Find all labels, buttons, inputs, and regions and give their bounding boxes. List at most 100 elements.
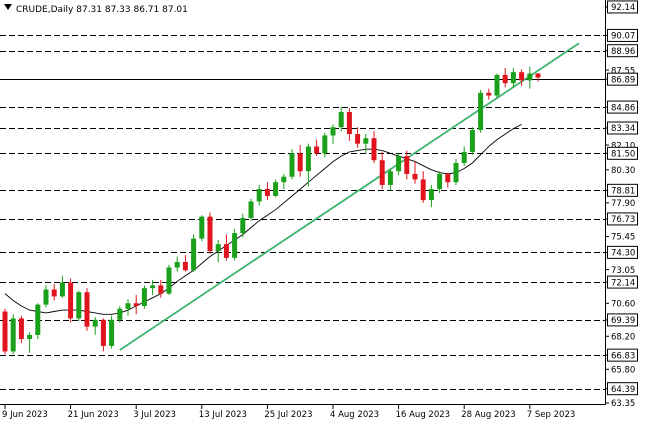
candle-body: [125, 303, 131, 309]
candle-body: [35, 304, 41, 335]
candle-body: [100, 319, 106, 346]
candle: [232, 228, 238, 261]
trendline: [119, 42, 580, 351]
candle: [256, 184, 262, 206]
candle-body: [305, 146, 311, 172]
candle: [150, 279, 156, 296]
candle-body: [510, 72, 516, 84]
y-level-label-box: [607, 72, 638, 86]
candle: [305, 143, 311, 187]
y-tick-label: 63.35: [611, 399, 635, 409]
candle: [478, 90, 484, 133]
candle: [502, 68, 508, 88]
candle-body: [240, 217, 246, 234]
y-tick-label: 75.45: [611, 233, 635, 243]
candle-body: [76, 292, 82, 319]
candle-body: [223, 244, 229, 258]
candle-body: [355, 134, 361, 144]
y-tick-label: 74.30: [611, 249, 635, 259]
x-tick-label: 16 Aug 2023: [396, 410, 450, 420]
y-tick-label: 68.20: [611, 332, 635, 342]
y-tick-label: 77.90: [611, 199, 635, 209]
candle-body: [379, 160, 385, 185]
candle-body: [84, 292, 90, 327]
candle: [314, 139, 320, 157]
candle-body: [338, 112, 344, 128]
y-tick-label: 82.10: [611, 141, 635, 151]
candle: [125, 299, 131, 316]
candle: [494, 73, 500, 99]
x-tick-label: 21 Jun 2023: [68, 410, 119, 420]
candle: [51, 284, 57, 301]
candle: [322, 132, 328, 158]
y-tick-label: 86.89: [611, 75, 635, 85]
y-level-label-box: [607, 245, 638, 259]
candle: [133, 295, 139, 315]
candle-body: [404, 156, 410, 174]
x-tick-label: 28 Aug 2023: [461, 410, 515, 420]
y-tick-label: 70.60: [611, 299, 635, 309]
candle: [453, 158, 459, 185]
candle: [420, 171, 426, 203]
candle: [117, 306, 123, 323]
candle-body: [10, 318, 16, 352]
candle: [141, 285, 147, 309]
candle: [273, 179, 279, 198]
candle: [519, 69, 525, 86]
candle-body: [182, 261, 188, 271]
y-tick-label: 87.55: [611, 66, 635, 76]
candle-body: [461, 151, 467, 163]
x-tick-label: 7 Sep 2023: [527, 410, 575, 420]
candle-body: [535, 73, 541, 78]
y-level-label-box: [607, 382, 638, 396]
y-level-label-box: [607, 28, 638, 42]
candle-body: [92, 319, 98, 327]
y-level-label-box: [607, 313, 638, 327]
chart-header: CRUDE,Daily 87.31 87.33 86.71 87.01: [4, 4, 188, 15]
y-tick-label: 73.05: [611, 266, 635, 276]
candle-body: [420, 179, 426, 201]
y-tick-label: 81.50: [611, 150, 635, 160]
moving-average-line: [4, 123, 522, 315]
candle: [396, 153, 402, 176]
y-tick-label: 83.34: [611, 124, 635, 134]
x-tick-label: 4 Aug 2023: [330, 410, 379, 420]
candle: [2, 308, 8, 355]
candle-body: [215, 244, 221, 251]
candle: [264, 182, 270, 201]
candle: [371, 131, 377, 163]
candle: [535, 73, 541, 82]
candle-body: [273, 182, 279, 196]
candle-body: [478, 92, 484, 130]
collapse-triangle-icon[interactable]: [4, 4, 12, 10]
candle-body: [330, 127, 336, 136]
candle-body: [314, 146, 320, 154]
candle-body: [486, 92, 492, 96]
candle: [404, 150, 410, 180]
candle-body: [117, 308, 123, 320]
candle-body: [363, 138, 369, 144]
x-tick-label: 3 Jul 2023: [133, 410, 176, 420]
candle: [240, 213, 246, 238]
candle-body: [322, 135, 328, 154]
candle-body: [346, 112, 352, 135]
candle: [18, 315, 24, 344]
y-level-label-box: [607, 0, 638, 14]
moving-average-layer: [4, 123, 522, 315]
candle-body: [494, 74, 500, 96]
candle-body: [191, 238, 197, 271]
y-level-label-box: [607, 275, 638, 289]
candle-body: [59, 282, 65, 297]
candle-body: [297, 153, 303, 172]
y-tick-label: 80.30: [611, 166, 635, 176]
candle-body: [519, 72, 525, 81]
candle-body: [2, 311, 8, 352]
candle-body: [27, 334, 33, 340]
candle-body: [396, 156, 402, 172]
candle: [486, 88, 492, 100]
candle: [207, 212, 213, 254]
candle-body: [453, 162, 459, 183]
candle: [59, 275, 65, 298]
